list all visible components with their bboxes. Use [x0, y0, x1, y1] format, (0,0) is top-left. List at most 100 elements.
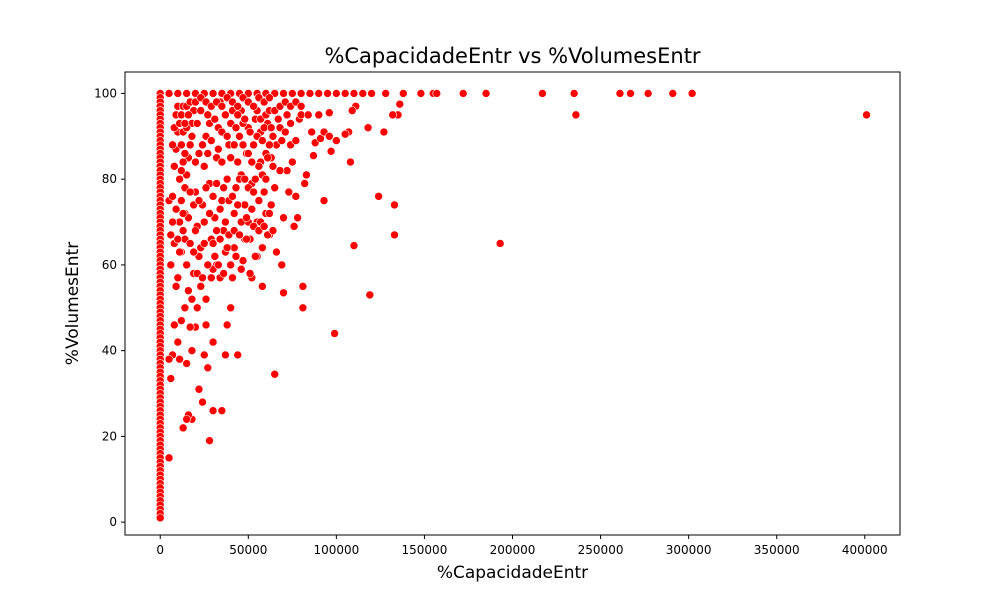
- y-tick-label: 40: [102, 344, 117, 358]
- scatter-point: [215, 204, 225, 214]
- scatter-point: [254, 196, 264, 205]
- scatter-point: [214, 260, 223, 270]
- scatter-point: [217, 101, 227, 111]
- scatter-point: [277, 260, 287, 270]
- scatter-point: [207, 273, 216, 283]
- x-tick-label: 0: [156, 543, 164, 557]
- scatter-point: [249, 187, 258, 197]
- scatter-point: [288, 89, 297, 98]
- scatter-point: [340, 129, 350, 139]
- scatter-point: [178, 226, 188, 235]
- scatter-point: [245, 127, 255, 137]
- scatter-point: [203, 363, 213, 373]
- scatter-point: [170, 162, 179, 171]
- scatter-point: [305, 89, 315, 98]
- scatter-point: [173, 89, 183, 98]
- scatter-point: [273, 114, 283, 124]
- scatter-point: [182, 414, 191, 424]
- scatter-point: [185, 187, 195, 197]
- scatter-point: [309, 151, 318, 160]
- scatter-point: [182, 359, 191, 368]
- scatter-point: [199, 217, 209, 227]
- scatter-point: [286, 119, 295, 128]
- scatter-point: [166, 374, 176, 383]
- scatter-point: [219, 183, 228, 193]
- scatter-point: [254, 162, 264, 171]
- scatter-point: [208, 239, 218, 248]
- scatter-point: [217, 157, 227, 167]
- scatter-point: [330, 329, 339, 338]
- scatter-point: [228, 192, 237, 201]
- scatter-point: [203, 260, 213, 270]
- y-tick-label: 60: [102, 258, 117, 272]
- scatter-point: [265, 93, 274, 103]
- x-tick-label: 400000: [842, 543, 888, 557]
- scatter-point: [194, 384, 204, 394]
- scatter-point: [291, 192, 301, 201]
- scatter-point: [228, 273, 237, 283]
- scatter-point: [221, 217, 230, 227]
- x-axis-label: %CapacidadeEntr: [437, 563, 588, 583]
- scatter-point: [251, 174, 260, 184]
- scatter-point: [199, 350, 209, 360]
- scatter-point: [229, 209, 239, 218]
- scatter-point: [363, 123, 373, 133]
- scatter-point: [495, 239, 505, 248]
- scatter-point: [347, 106, 357, 115]
- scatter-point: [187, 294, 197, 304]
- scatter-point: [291, 136, 301, 145]
- scatter-point: [233, 157, 243, 167]
- scatter-point: [340, 89, 350, 98]
- scatter-point: [205, 209, 214, 218]
- scatter-point: [279, 213, 288, 223]
- scatter-point: [231, 123, 241, 133]
- scatter-point: [265, 140, 274, 150]
- scatter-point: [196, 106, 206, 115]
- scatter-point: [222, 174, 232, 184]
- scatter-point: [258, 136, 267, 145]
- scatter-point: [201, 183, 211, 193]
- scatter-point: [210, 252, 220, 261]
- scatter-point: [175, 174, 184, 184]
- scatter-point: [243, 149, 253, 158]
- scatter-point: [325, 132, 334, 141]
- scatter-point: [194, 149, 204, 158]
- scatter-point: [358, 89, 368, 98]
- scatter-point: [395, 99, 405, 109]
- scatter-point: [277, 136, 287, 145]
- scatter-point: [168, 217, 177, 227]
- scatter-point: [233, 110, 243, 120]
- scatter-point: [319, 196, 329, 205]
- scatter-point: [314, 110, 324, 120]
- scatter-point: [266, 200, 276, 210]
- scatter-point: [284, 187, 294, 197]
- scatter-point: [349, 89, 359, 98]
- scatter-point: [198, 273, 207, 283]
- scatter-point: [240, 174, 250, 184]
- scatter-point: [314, 89, 324, 98]
- x-axis-ticks: 0 50000 100000 150000 200000 250000 300000 3500…: [156, 535, 888, 557]
- scatter-point: [279, 288, 288, 298]
- scatter-point: [173, 234, 183, 244]
- scatter-point: [390, 230, 399, 240]
- scatter-point: [668, 89, 678, 98]
- scatter-point: [226, 303, 235, 313]
- scatter-point: [192, 303, 202, 313]
- scatter-point: [166, 230, 176, 240]
- scatter-point: [365, 290, 375, 300]
- scatter-point: [280, 127, 290, 137]
- y-tick-label: 100: [94, 86, 117, 100]
- scatter-point: [282, 110, 292, 120]
- y-axis-ticks: 0 20 40 60 80 100: [94, 86, 125, 529]
- scatter-point: [398, 89, 408, 98]
- scatter-point: [210, 114, 220, 124]
- scatter-point: [432, 89, 442, 98]
- scatter-point: [191, 226, 200, 235]
- scatter-point: [268, 162, 278, 171]
- scatter-point: [168, 192, 177, 201]
- scatter-point: [177, 196, 186, 205]
- scatter-point: [379, 127, 389, 137]
- scatter-point: [326, 147, 336, 156]
- scatter-point: [182, 89, 191, 98]
- scatter-point: [184, 110, 193, 120]
